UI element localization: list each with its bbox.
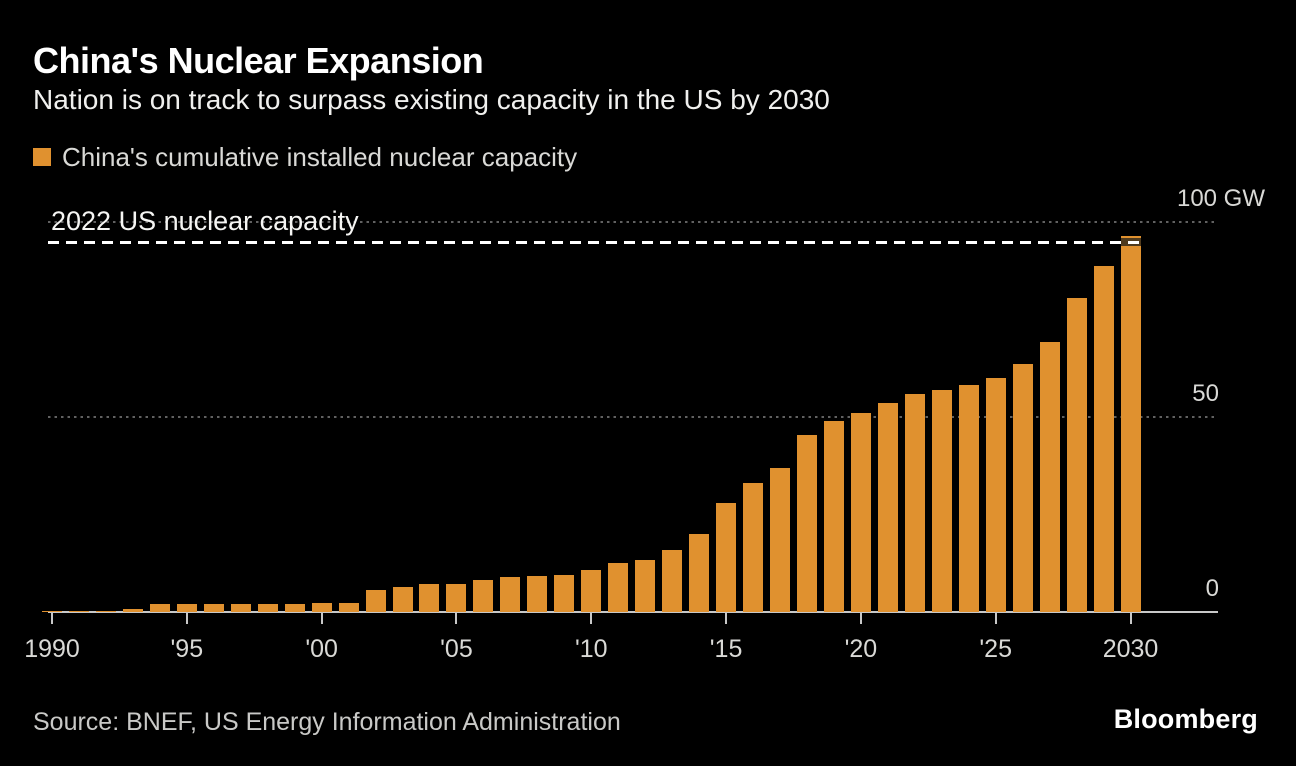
x-tick-2005 [455,612,458,624]
bar-1991 [68,610,89,612]
us-capacity-reference-label: 2022 US nuclear capacity [51,206,359,236]
bar-2003 [392,586,413,612]
bar-1997 [230,603,251,612]
bar-2017 [769,468,790,612]
bar-2030 [1120,235,1141,612]
bar-2023 [931,389,952,612]
page-title: China's Nuclear Expansion [33,40,484,81]
source-note: Source: BNEF, US Energy Information Admi… [33,708,621,736]
bar-1994 [149,604,170,612]
bar-2007 [500,576,521,612]
bar-1990 [42,611,62,612]
bar-2024 [958,384,979,612]
bar-2029 [1093,265,1114,612]
bar-2019 [823,421,844,612]
gridline-50 [48,416,1218,418]
x-axis-label-2015: '15 [709,635,743,663]
bar-1999 [284,603,305,612]
x-axis-line [48,611,1218,613]
bar-2010 [581,569,602,612]
bar-1996 [203,603,224,612]
bar-2001 [338,603,359,612]
x-tick-1990 [51,612,53,624]
bar-2006 [473,580,494,612]
legend-square-icon [33,148,51,166]
bar-2016 [743,482,764,612]
bar-2015 [716,502,737,612]
bar-2027 [1039,342,1060,612]
x-axis-label-2000: '00 [305,635,338,663]
bar-2005 [446,584,467,612]
x-tick-2025 [994,612,997,624]
x-tick-1995 [185,612,188,624]
x-axis-label-2005: '05 [440,635,473,663]
bar-1998 [257,603,278,612]
x-axis-label-1995: '95 [170,635,204,663]
bar-2021 [877,403,898,612]
bar-2009 [554,575,575,612]
bar-1992 [95,610,116,612]
x-tick-2030 [1129,612,1132,624]
x-axis-label-2010: '10 [574,635,608,663]
x-axis-label-2025: '25 [979,635,1012,663]
x-axis-label-2030: 2030 [1102,635,1159,663]
us-capacity-reference-line [48,240,1141,244]
bar-2022 [904,393,925,612]
bar-2008 [527,575,548,612]
y-axis-label-100: 100 GW [1176,185,1265,212]
bar-2018 [796,434,817,612]
bar-2026 [1012,363,1033,612]
x-axis-label-1990: 1990 [24,635,80,663]
y-axis-label-0: 0 [1205,575,1219,602]
x-axis-label-2020: '20 [844,635,878,663]
legend-label: China's cumulative installed nuclear cap… [62,141,578,172]
bar-2004 [419,584,440,612]
gridline-100 [48,221,1218,223]
x-tick-2015 [725,612,728,624]
bar-1995 [176,603,197,612]
bar-2002 [365,590,386,612]
chart-legend: China's cumulative installed nuclear cap… [33,141,578,172]
bar-2011 [608,563,629,612]
bar-2025 [985,378,1006,612]
bloomberg-logo: Bloomberg [1113,704,1258,734]
x-tick-2000 [320,612,323,624]
bar-2028 [1066,298,1087,612]
bar-2000 [311,603,332,612]
y-axis-label-50: 50 [1192,380,1219,407]
x-tick-2020 [859,612,862,624]
bar-2012 [635,559,656,612]
bar-2020 [850,413,871,612]
bar-2013 [662,549,683,612]
bar-2014 [689,533,710,612]
x-tick-2010 [590,612,593,624]
bar-1993 [122,608,143,612]
chart-subtitle: Nation is on track to surpass existing c… [33,84,830,115]
